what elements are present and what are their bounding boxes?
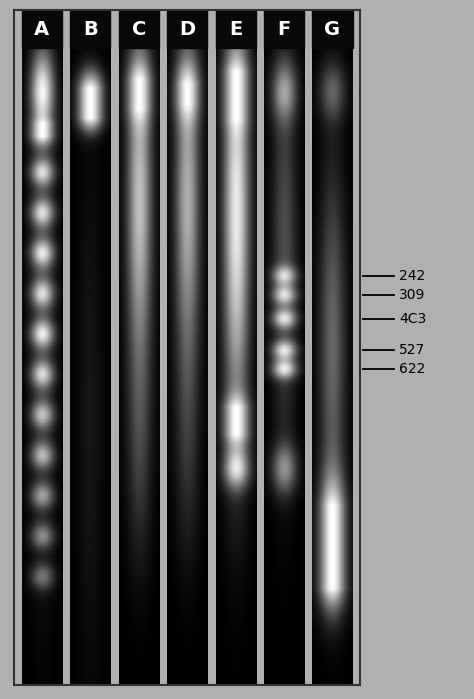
Bar (264, 10, 304, 48)
Text: A: A (34, 20, 49, 39)
Text: 527: 527 (399, 343, 425, 357)
Text: B: B (83, 20, 98, 39)
Text: G: G (325, 20, 341, 39)
Text: 622: 622 (399, 362, 425, 376)
Text: F: F (277, 20, 291, 39)
Text: D: D (179, 20, 195, 39)
Bar (22, 10, 62, 48)
Text: 309: 309 (399, 288, 425, 302)
Bar (216, 10, 256, 48)
Bar (118, 10, 159, 48)
Text: E: E (229, 20, 242, 39)
Bar (167, 10, 207, 48)
Text: 242: 242 (399, 268, 425, 282)
Text: 4C3: 4C3 (399, 312, 426, 326)
Text: C: C (132, 20, 146, 39)
Bar (70, 10, 110, 48)
Bar (312, 10, 353, 48)
